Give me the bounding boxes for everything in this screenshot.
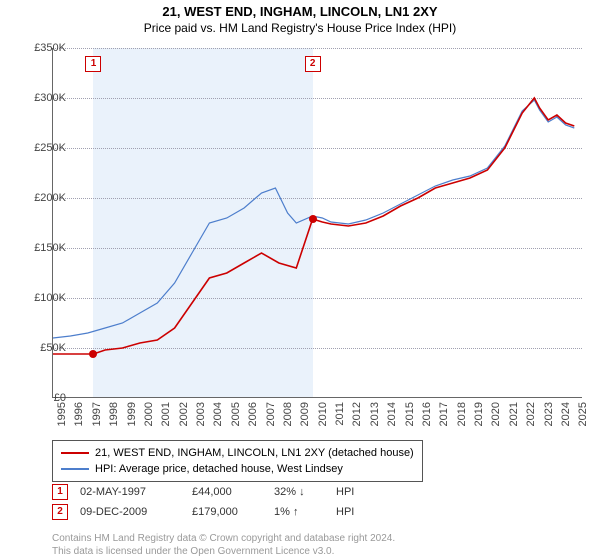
x-axis-label: 2008 [282, 402, 294, 442]
marker-dot [89, 350, 97, 358]
transaction-hpi: HPI [336, 506, 354, 518]
x-axis-label: 1997 [91, 402, 103, 442]
y-axis-label: £350K [20, 42, 66, 54]
legend-box: 21, WEST END, INGHAM, LINCOLN, LN1 2XY (… [52, 440, 423, 482]
legend-label: HPI: Average price, detached house, West… [95, 461, 343, 477]
transaction-pct: 32% ↓ [274, 486, 324, 498]
transaction-price: £179,000 [192, 506, 262, 518]
y-axis-label: £250K [20, 142, 66, 154]
x-axis-label: 2025 [577, 402, 589, 442]
legend-swatch [61, 468, 89, 470]
transaction-row: 1 02-MAY-1997 £44,000 32% ↓ HPI [52, 484, 354, 500]
x-axis-label: 2002 [178, 402, 190, 442]
transaction-price: £44,000 [192, 486, 262, 498]
x-axis-label: 2006 [247, 402, 259, 442]
transaction-marker: 2 [52, 504, 68, 520]
x-axis-label: 2012 [351, 402, 363, 442]
x-axis-label: 2007 [265, 402, 277, 442]
marker-box: 2 [305, 56, 321, 72]
transaction-hpi: HPI [336, 486, 354, 498]
y-axis-label: £50K [20, 342, 66, 354]
chart-subtitle: Price paid vs. HM Land Registry's House … [0, 19, 600, 35]
footer-line-1: Contains HM Land Registry data © Crown c… [52, 532, 395, 545]
x-axis-label: 2011 [334, 402, 346, 442]
x-axis-label: 1998 [108, 402, 120, 442]
x-axis-label: 2018 [456, 402, 468, 442]
y-axis-label: £100K [20, 292, 66, 304]
x-axis-label: 2001 [160, 402, 172, 442]
legend-row: HPI: Average price, detached house, West… [61, 461, 414, 477]
x-axis-label: 2022 [525, 402, 537, 442]
legend-label: 21, WEST END, INGHAM, LINCOLN, LN1 2XY (… [95, 445, 414, 461]
transaction-marker: 1 [52, 484, 68, 500]
x-axis-label: 1999 [126, 402, 138, 442]
chart-title: 21, WEST END, INGHAM, LINCOLN, LN1 2XY [0, 0, 600, 19]
x-axis-label: 2013 [369, 402, 381, 442]
chart-lines [53, 48, 582, 397]
x-axis-label: 2000 [143, 402, 155, 442]
transaction-date: 09-DEC-2009 [80, 506, 180, 518]
x-axis-label: 2016 [421, 402, 433, 442]
y-axis-label: £200K [20, 192, 66, 204]
x-axis-label: 2015 [404, 402, 416, 442]
x-axis-label: 2020 [490, 402, 502, 442]
x-axis-label: 2017 [438, 402, 450, 442]
y-axis-label: £300K [20, 92, 66, 104]
x-axis-label: 2004 [212, 402, 224, 442]
x-axis-label: 2023 [543, 402, 555, 442]
x-axis-label: 2003 [195, 402, 207, 442]
marker-dot [309, 215, 317, 223]
x-axis-label: 2019 [473, 402, 485, 442]
transaction-row: 2 09-DEC-2009 £179,000 1% ↑ HPI [52, 504, 354, 520]
transaction-pct: 1% ↑ [274, 506, 324, 518]
x-axis-label: 2021 [508, 402, 520, 442]
marker-box: 1 [85, 56, 101, 72]
x-axis-label: 1995 [56, 402, 68, 442]
footer-line-2: This data is licensed under the Open Gov… [52, 545, 334, 558]
x-axis-label: 2005 [230, 402, 242, 442]
x-axis-label: 2014 [386, 402, 398, 442]
transaction-date: 02-MAY-1997 [80, 486, 180, 498]
chart-plot-area: 12 [52, 48, 582, 398]
x-axis-label: 2009 [299, 402, 311, 442]
y-axis-label: £150K [20, 242, 66, 254]
series-line [53, 98, 574, 354]
x-axis-label: 1996 [73, 402, 85, 442]
x-axis-label: 2010 [317, 402, 329, 442]
x-axis-label: 2024 [560, 402, 572, 442]
legend-swatch [61, 452, 89, 454]
legend-row: 21, WEST END, INGHAM, LINCOLN, LN1 2XY (… [61, 445, 414, 461]
